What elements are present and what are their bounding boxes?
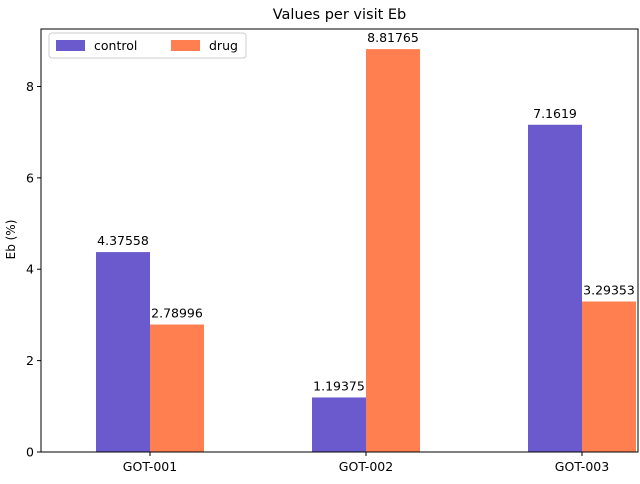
bar-drug-got-002: [366, 49, 420, 452]
y-tick-label: 0: [26, 445, 34, 460]
legend-box: [48, 32, 247, 59]
y-tick-label: 6: [26, 170, 34, 185]
y-tick-label: 4: [26, 262, 34, 277]
x-tick-label: GOT-003: [555, 459, 609, 474]
data-label-control-got-003: 7.1619: [533, 106, 577, 121]
legend-swatch-drug: [171, 40, 200, 51]
legend-swatch-control: [56, 40, 85, 51]
legend-label-drug: drug: [209, 38, 238, 53]
y-tick-label: 2: [26, 353, 34, 368]
chart-title: Values per visit Eb: [273, 7, 407, 23]
y-tick-label: 8: [26, 79, 34, 94]
bar-control-got-003: [528, 124, 582, 453]
data-label-drug-got-001: 2.78996: [151, 306, 203, 321]
bar-drug-got-001: [150, 324, 204, 452]
data-label-control-got-001: 4.37558: [97, 233, 149, 248]
bar-drug-got-003: [582, 301, 636, 452]
bar-control-got-001: [96, 252, 150, 452]
data-label-drug-got-002: 8.81765: [367, 30, 419, 45]
data-label-drug-got-003: 3.29353: [583, 283, 635, 298]
x-tick-label: GOT-002: [339, 459, 393, 474]
legend-label-control: control: [94, 38, 137, 53]
y-axis-label: Eb (%): [4, 220, 18, 260]
data-label-control-got-002: 1.19375: [313, 378, 365, 393]
bar-control-got-002: [312, 397, 366, 452]
plot-area: 4.37558 1.19375 7.1619 2.78996 8.81765 3.2935…: [26, 28, 639, 474]
axes-frame: [40, 28, 639, 453]
x-tick-label: GOT-001: [123, 459, 177, 474]
